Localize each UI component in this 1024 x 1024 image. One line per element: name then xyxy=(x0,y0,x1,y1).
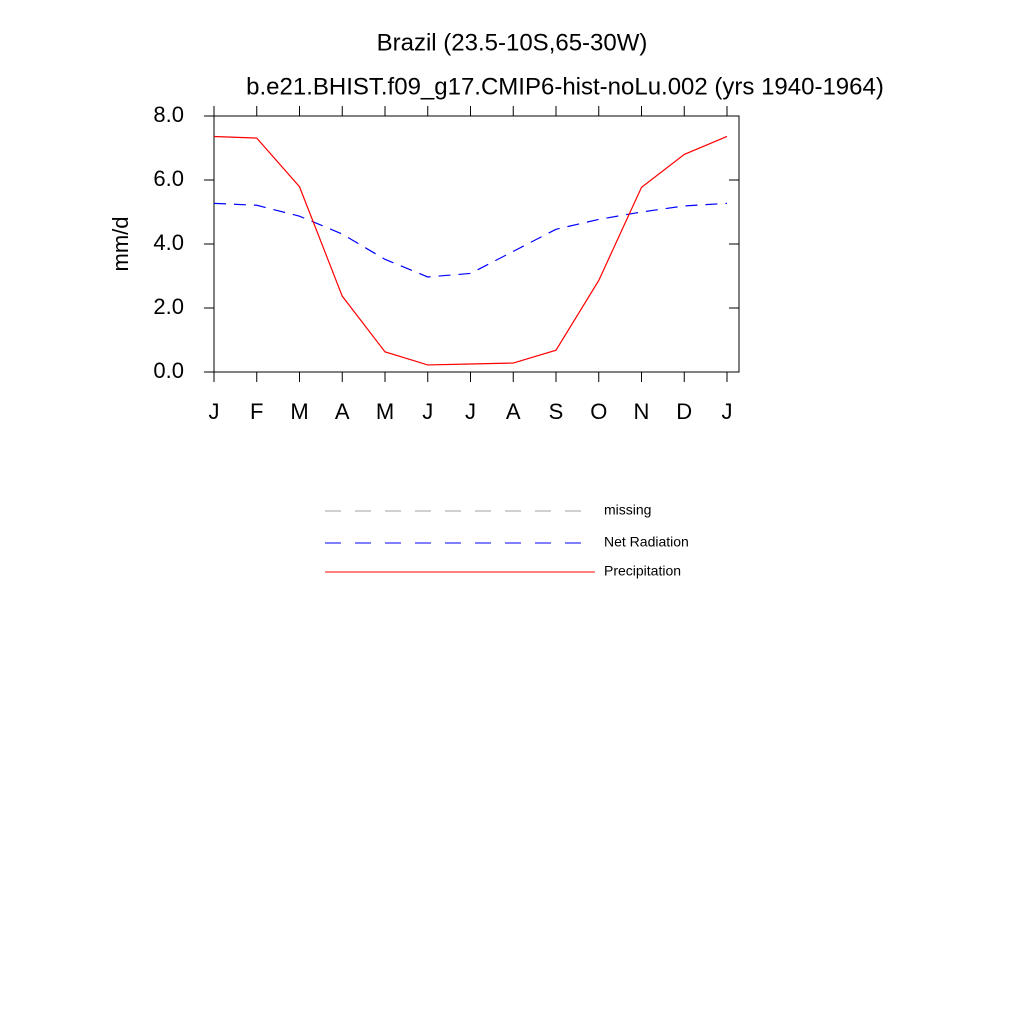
chart-title: Brazil (23.5-10S,65-30W) xyxy=(377,29,648,56)
x-tick-label: N xyxy=(634,399,650,424)
x-tick-label: J xyxy=(722,399,733,424)
series-line xyxy=(213,135,728,366)
y-tick-label: 6.0 xyxy=(153,166,184,191)
x-tick-label: M xyxy=(290,399,308,424)
x-tick-label: M xyxy=(376,399,394,424)
legend-label: Net Radiation xyxy=(604,534,689,550)
y-tick-label: 8.0 xyxy=(153,102,184,127)
x-tick-label: A xyxy=(506,399,521,424)
x-tick-label: F xyxy=(250,399,263,424)
x-tick-label: J xyxy=(209,399,220,424)
series-line xyxy=(213,202,728,278)
y-tick-label: 4.0 xyxy=(153,230,184,255)
y-tick-label: 2.0 xyxy=(153,294,184,319)
x-tick-label: O xyxy=(590,399,607,424)
y-axis-label: mm/d xyxy=(108,217,133,272)
plot-frame xyxy=(213,115,740,373)
x-tick-label: D xyxy=(676,399,692,424)
x-tick-label: A xyxy=(335,399,350,424)
y-tick-label: 0.0 xyxy=(153,358,184,383)
legend-label: missing xyxy=(604,502,651,518)
x-tick-label: J xyxy=(465,399,476,424)
chart-subtitle: b.e21.BHIST.f09_g17.CMIP6-hist-noLu.002 … xyxy=(246,73,884,100)
legend-label: Precipitation xyxy=(604,563,681,579)
x-tick-label: J xyxy=(422,399,433,424)
x-tick-label: S xyxy=(549,399,564,424)
